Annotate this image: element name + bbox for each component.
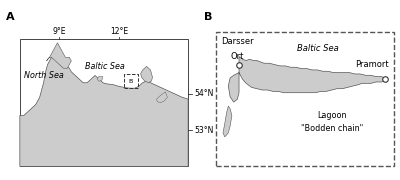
Text: Pramort: Pramort (356, 60, 389, 69)
Text: North Sea: North Sea (24, 71, 64, 80)
Polygon shape (97, 76, 103, 81)
Text: B: B (204, 12, 212, 22)
Text: Lagoon: Lagoon (317, 111, 346, 120)
Text: B: B (128, 79, 133, 84)
Text: 12°E: 12°E (110, 27, 128, 36)
Text: Baltic Sea: Baltic Sea (296, 44, 338, 53)
Polygon shape (228, 57, 385, 102)
Text: 9°E: 9°E (53, 27, 66, 36)
Text: 53°N: 53°N (194, 125, 214, 134)
Text: Baltic Sea: Baltic Sea (85, 62, 125, 71)
Text: "Bodden chain": "Bodden chain" (300, 124, 363, 133)
Bar (20, 39, 188, 166)
Polygon shape (20, 54, 188, 166)
Polygon shape (223, 106, 232, 137)
Text: Darsser: Darsser (221, 37, 253, 46)
Polygon shape (141, 66, 152, 83)
Text: 54°N: 54°N (194, 89, 214, 98)
Text: Ort: Ort (230, 52, 244, 61)
Bar (216, 32, 394, 166)
Text: A: A (6, 12, 15, 22)
Polygon shape (46, 43, 71, 68)
Polygon shape (156, 92, 167, 103)
